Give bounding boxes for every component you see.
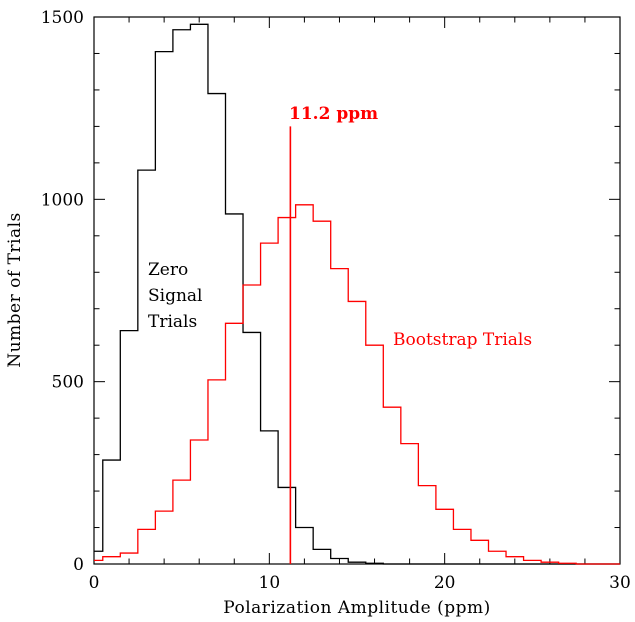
x-tick-label: 0 [89,573,100,593]
plot-frame [93,16,621,565]
x-axis-label: Polarization Amplitude (ppm) [223,598,491,618]
y-tick-label: 1500 [41,8,84,28]
series-zero-signal-histogram [94,23,620,565]
y-tick-label: 0 [73,555,84,575]
histogram-series [94,23,620,565]
x-tick-label: 30 [609,573,631,593]
annotation-bootstrap-trials: Bootstrap Trials [393,330,532,350]
series-bootstrap-histogram [94,204,620,565]
x-tick-label: 10 [259,573,281,593]
axis-ticks [93,16,621,565]
annotation-signal: Signal [148,286,203,306]
x-tick-label: 20 [434,573,456,593]
y-tick-label: 500 [52,373,84,393]
annotation-zero: Zero [148,260,188,280]
annotation-threshold: 11.2 ppm [289,104,378,124]
y-tick-labels: 0 500 1000 1500 [41,8,84,575]
x-tick-labels: 0 10 20 30 [89,573,631,593]
y-axis-label: Number of Trials [5,212,25,368]
annotation-trials: Trials [148,312,197,332]
y-tick-label: 1000 [41,190,84,210]
